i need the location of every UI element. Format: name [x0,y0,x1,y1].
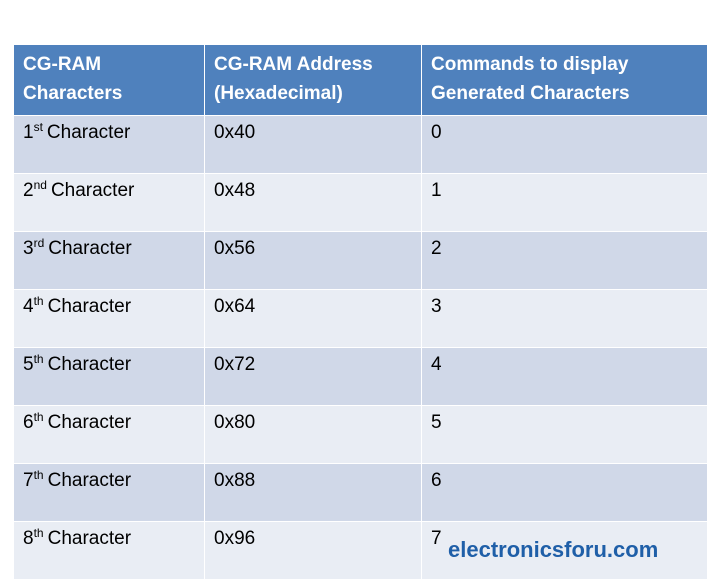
cell: 5 [421,405,708,464]
cell: 1 [421,173,708,232]
cell: 0x64 [204,289,422,348]
cell: 6th Character [13,405,205,464]
header-cell: CG-RAM Address (Hexadecimal) [204,44,422,116]
ordinal-number: 1 [23,122,34,143]
cell: 6 [421,463,708,522]
ordinal-suffix: th [33,352,44,366]
cell: 7th Character [13,463,205,522]
table-row: 2nd Character 0x48 1 [13,173,708,232]
header-cell: Commands to display Generated Characters [421,44,708,116]
table-row: 3rd Character 0x56 2 [13,231,708,290]
cell: 4th Character [13,289,205,348]
ordinal-number: 5 [23,354,34,375]
table-row: 6th Character 0x80 5 [13,405,708,464]
cell-text: Character [47,412,132,433]
ordinal-suffix: th [33,468,44,482]
table-body: 1st Character 0x40 0 2nd Character 0x48 1 3rd Cha… [13,115,708,580]
cell: 0x88 [204,463,422,522]
table-row: 4th Character 0x64 3 [13,289,708,348]
ordinal-number: 3 [23,238,34,259]
site-name: electronicsforu.com [448,537,659,562]
cell: 2 [421,231,708,290]
cell: 0x48 [204,173,422,232]
ordinal-number: 4 [23,296,34,317]
page: CG-RAM Characters CG-RAM Address (Hexade… [13,44,708,580]
cell-text: Character [47,354,132,375]
ordinal-suffix: th [33,294,44,308]
ordinal-suffix: th [33,526,44,540]
cell: 0x56 [204,231,422,290]
ordinal-suffix: rd [33,236,45,250]
cell: 0 [421,115,708,174]
ordinal-number: 6 [23,412,34,433]
cell: 8th Character [13,521,205,580]
ordinal-number: 7 [23,470,34,491]
cell: 0x80 [204,405,422,464]
ordinal-number: 2 [23,180,34,201]
cell-text: Character [47,296,132,317]
cell: 0x72 [204,347,422,406]
cell: 0x96 [204,521,422,580]
table-row: 7th Character 0x88 6 [13,463,708,522]
cell: 0x40 [204,115,422,174]
cell-text: Character [47,528,132,549]
ordinal-number: 8 [23,528,34,549]
ordinal-suffix: st [33,120,43,134]
ordinal-suffix: th [33,410,44,424]
table-row: 5th Character 0x72 4 [13,347,708,406]
header-cell: CG-RAM Characters [13,44,205,116]
cell: 4 [421,347,708,406]
cell-text: Character [50,180,135,201]
cell-text: Character [47,470,132,491]
table: CG-RAM Characters CG-RAM Address (Hexade… [13,44,708,580]
cell: 3 [421,289,708,348]
cell: 3rd Character [13,231,205,290]
cell: 5th Character [13,347,205,406]
cell-text: Character [48,238,132,259]
table-row: 1st Character 0x40 0 [13,115,708,174]
cell: 2nd Character [13,173,205,232]
cell-text: Character [46,122,131,143]
header-row: CG-RAM Characters CG-RAM Address (Hexade… [13,44,708,116]
ordinal-suffix: nd [33,178,47,192]
cell: 1st Character [13,115,205,174]
